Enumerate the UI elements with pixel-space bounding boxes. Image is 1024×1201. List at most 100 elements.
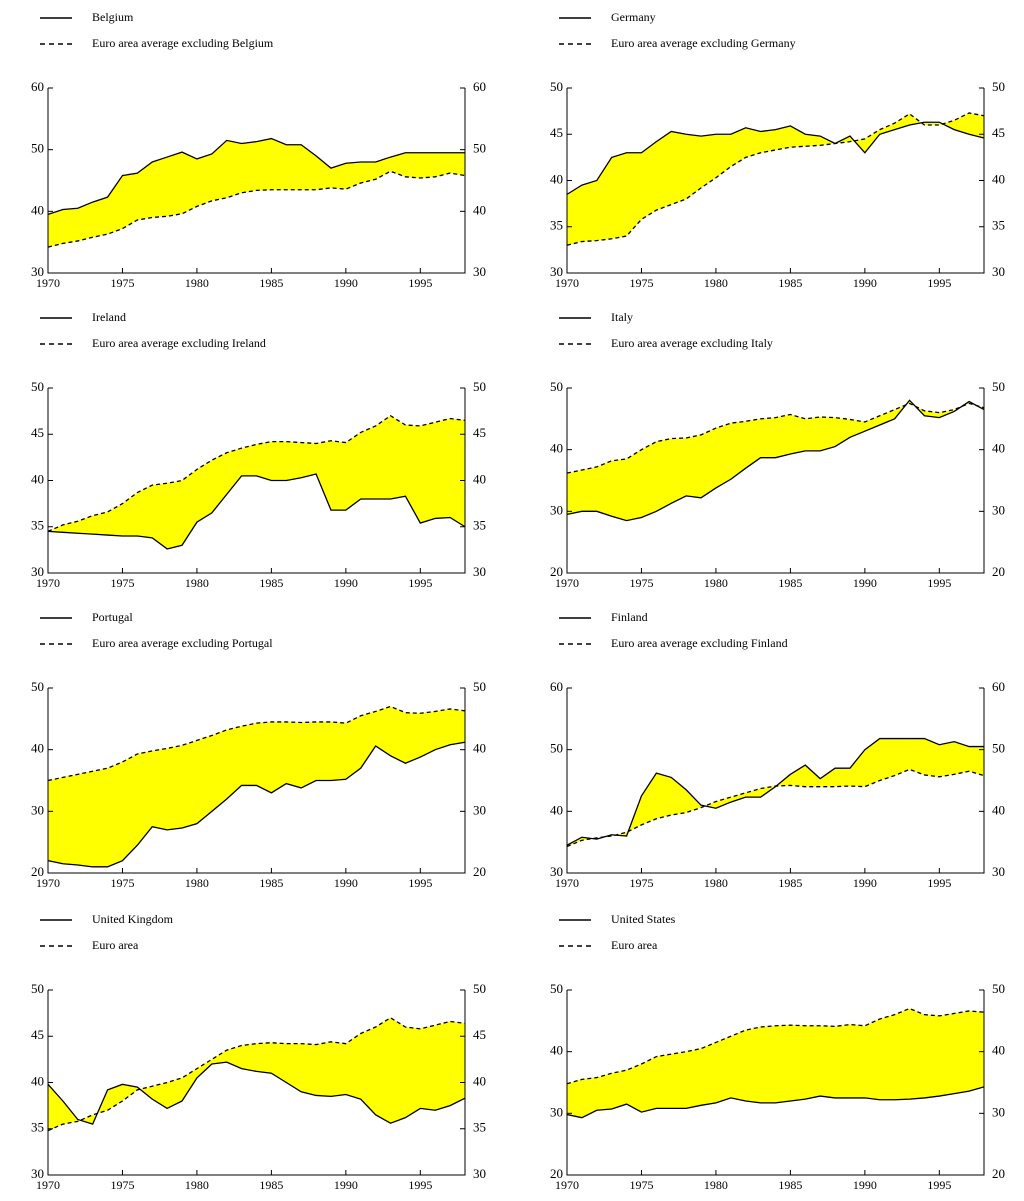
- y2-tick-label: 35: [992, 218, 1005, 233]
- x-tick-label: 1985: [778, 1178, 802, 1192]
- y-tick-label: 50: [31, 981, 44, 996]
- x-tick-label: 1995: [927, 1178, 951, 1192]
- legend-label: Euro area average excluding Finland: [611, 636, 788, 650]
- x-tick-label: 1995: [927, 576, 951, 590]
- y-tick-label: 40: [550, 802, 563, 817]
- y2-tick-label: 30: [992, 264, 1005, 279]
- x-tick-label: 1990: [853, 876, 877, 890]
- x-tick-label: 1975: [110, 576, 134, 590]
- y2-tick-label: 50: [992, 379, 1005, 394]
- x-tick-label: 1995: [408, 276, 432, 290]
- y-tick-label: 40: [550, 171, 563, 186]
- x-tick-label: 1975: [629, 576, 653, 590]
- x-tick-label: 1985: [778, 576, 802, 590]
- y-tick-label: 40: [31, 202, 44, 217]
- y2-tick-label: 35: [473, 518, 486, 533]
- legend-label: Euro area average excluding Italy: [611, 336, 773, 350]
- x-tick-label: 1975: [629, 1178, 653, 1192]
- series-line: [47, 170, 466, 248]
- series-line: [47, 473, 466, 550]
- y-tick-label: 60: [550, 679, 563, 694]
- y-tick-label: 45: [550, 125, 563, 140]
- y2-tick-label: 35: [473, 1120, 486, 1135]
- x-tick-label: 1985: [778, 276, 802, 290]
- y2-tick-label: 20: [992, 1166, 1005, 1181]
- x-tick-label: 1985: [259, 276, 283, 290]
- y2-tick-label: 40: [473, 741, 486, 756]
- y-tick-label: 50: [31, 379, 44, 394]
- series-line: [566, 1086, 985, 1119]
- legend-label: Ireland: [92, 310, 126, 324]
- legend-label: Italy: [611, 310, 633, 324]
- fill-between: [48, 706, 465, 867]
- y2-tick-label: 30: [473, 1166, 486, 1181]
- axis-frame: [566, 688, 985, 874]
- series-line: [47, 1061, 466, 1125]
- legend-label: United States: [611, 912, 676, 926]
- y2-tick-label: 50: [473, 141, 486, 156]
- x-tick-label: 1980: [704, 1178, 728, 1192]
- y-tick-label: 50: [550, 741, 563, 756]
- y-tick-label: 30: [550, 864, 563, 879]
- y-tick-label: 30: [550, 1104, 563, 1119]
- y-tick-label: 50: [31, 141, 44, 156]
- y-tick-label: 30: [550, 264, 563, 279]
- y2-tick-label: 30: [992, 502, 1005, 517]
- x-tick-label: 1990: [853, 276, 877, 290]
- y2-tick-label: 40: [992, 802, 1005, 817]
- axis-frame: [47, 688, 466, 874]
- x-tick-label: 1970: [36, 1178, 60, 1192]
- axis-frame: [47, 88, 466, 274]
- y2-tick-label: 45: [992, 125, 1005, 140]
- y2-tick-label: 45: [473, 425, 486, 440]
- y-tick-label: 35: [550, 218, 563, 233]
- x-tick-label: 1975: [110, 1178, 134, 1192]
- x-tick-label: 1975: [629, 876, 653, 890]
- legend-label: Euro area: [611, 938, 658, 952]
- y2-tick-label: 40: [992, 441, 1005, 456]
- x-tick-label: 1990: [334, 876, 358, 890]
- fill-between: [567, 400, 984, 521]
- x-tick-label: 1970: [555, 1178, 579, 1192]
- axis-frame: [566, 388, 985, 574]
- x-tick-label: 1975: [110, 876, 134, 890]
- x-tick-label: 1970: [555, 576, 579, 590]
- y-tick-label: 30: [550, 502, 563, 517]
- fill-between: [567, 1008, 984, 1118]
- y2-tick-label: 20: [992, 564, 1005, 579]
- y-tick-label: 40: [31, 1073, 44, 1088]
- fill-between: [567, 112, 984, 246]
- x-tick-label: 1980: [704, 576, 728, 590]
- x-tick-label: 1995: [408, 876, 432, 890]
- x-tick-label: 1985: [259, 876, 283, 890]
- y2-tick-label: 60: [473, 79, 486, 94]
- y-tick-label: 30: [31, 1166, 44, 1181]
- series-line: [566, 1007, 985, 1085]
- y2-tick-label: 30: [473, 264, 486, 279]
- x-tick-label: 1985: [778, 876, 802, 890]
- y2-tick-label: 50: [473, 679, 486, 694]
- x-tick-label: 1995: [408, 1178, 432, 1192]
- y2-tick-label: 50: [473, 981, 486, 996]
- fill-between: [48, 1017, 465, 1131]
- legend-label: Euro area average excluding Belgium: [92, 36, 274, 50]
- series-line: [566, 121, 985, 195]
- series-line: [47, 137, 465, 216]
- y-tick-label: 30: [31, 264, 44, 279]
- x-tick-label: 1985: [259, 576, 283, 590]
- fill-between: [567, 738, 984, 847]
- x-tick-label: 1970: [555, 876, 579, 890]
- y2-tick-label: 50: [992, 741, 1005, 756]
- x-tick-label: 1970: [36, 276, 60, 290]
- y2-tick-label: 20: [473, 864, 486, 879]
- y2-tick-label: 30: [992, 1104, 1005, 1119]
- y2-tick-label: 40: [992, 171, 1005, 186]
- y-tick-label: 30: [31, 802, 44, 817]
- series-line: [566, 399, 985, 522]
- x-tick-label: 1990: [334, 276, 358, 290]
- y-tick-label: 40: [31, 741, 44, 756]
- y2-tick-label: 45: [473, 1027, 486, 1042]
- legend-label: Euro area average excluding Germany: [611, 36, 796, 50]
- y-tick-label: 45: [31, 425, 44, 440]
- x-tick-label: 1980: [704, 876, 728, 890]
